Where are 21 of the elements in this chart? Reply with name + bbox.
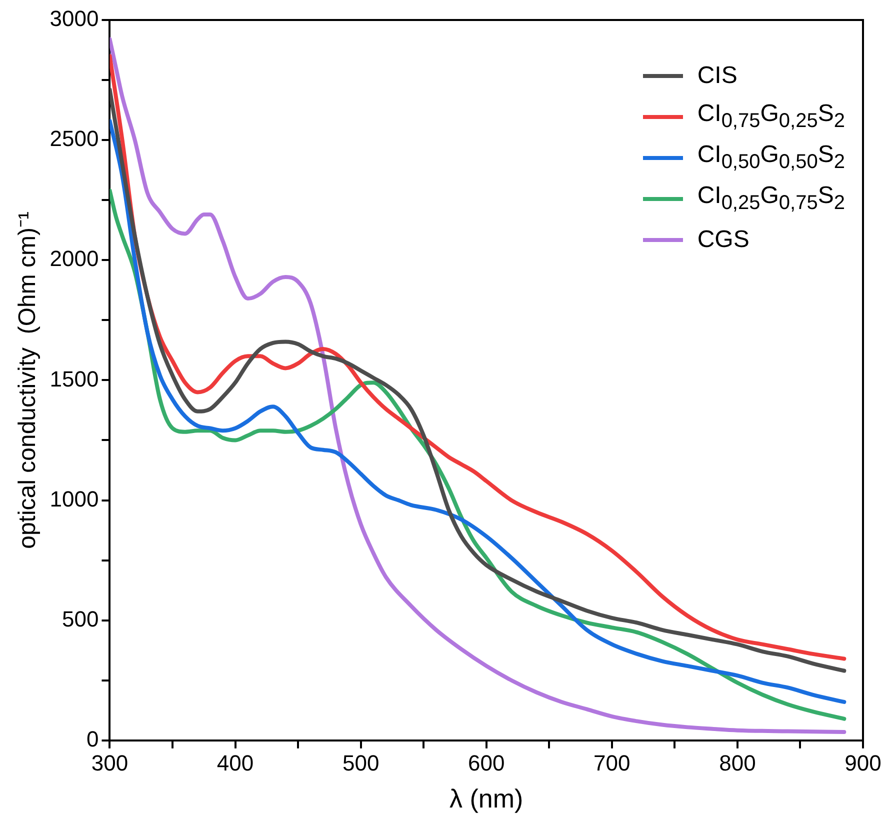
x-tick-label: 300 xyxy=(91,750,128,776)
x-tick-label: 400 xyxy=(216,750,254,776)
legend-label: CI$_{0,75}$G$_{0,25}$S$_{2}$ xyxy=(697,100,845,133)
x-tick-label: 600 xyxy=(468,750,505,776)
x-tick-label: 800 xyxy=(719,750,756,776)
x-tick-label: 900 xyxy=(844,750,882,776)
legend-label: CIS xyxy=(697,62,738,90)
legend-label: CGS xyxy=(697,226,750,254)
y-tick-label: 2000 xyxy=(50,246,99,272)
y-tick-label: 1500 xyxy=(50,366,99,392)
x-tick-label: 700 xyxy=(594,750,630,776)
y-tick-label: 3000 xyxy=(50,6,99,32)
legend-label: CI$_{0,50}$G$_{0,50}$S$_{2}$ xyxy=(697,141,845,174)
y-tick-label: 2500 xyxy=(50,126,99,152)
legend-label: CI$_{0,25}$G$_{0,75}$S$_{2}$ xyxy=(697,182,845,215)
y-tick-label: 1000 xyxy=(50,486,99,512)
y-tick-label: 500 xyxy=(62,606,99,632)
x-tick-label: 500 xyxy=(342,750,380,776)
y-tick-label: 0 xyxy=(86,726,99,752)
x-axis-title: λ (nm) xyxy=(450,784,524,814)
y-axis-title: optical conductivity (Ohm cm)⁻¹ xyxy=(14,211,42,549)
